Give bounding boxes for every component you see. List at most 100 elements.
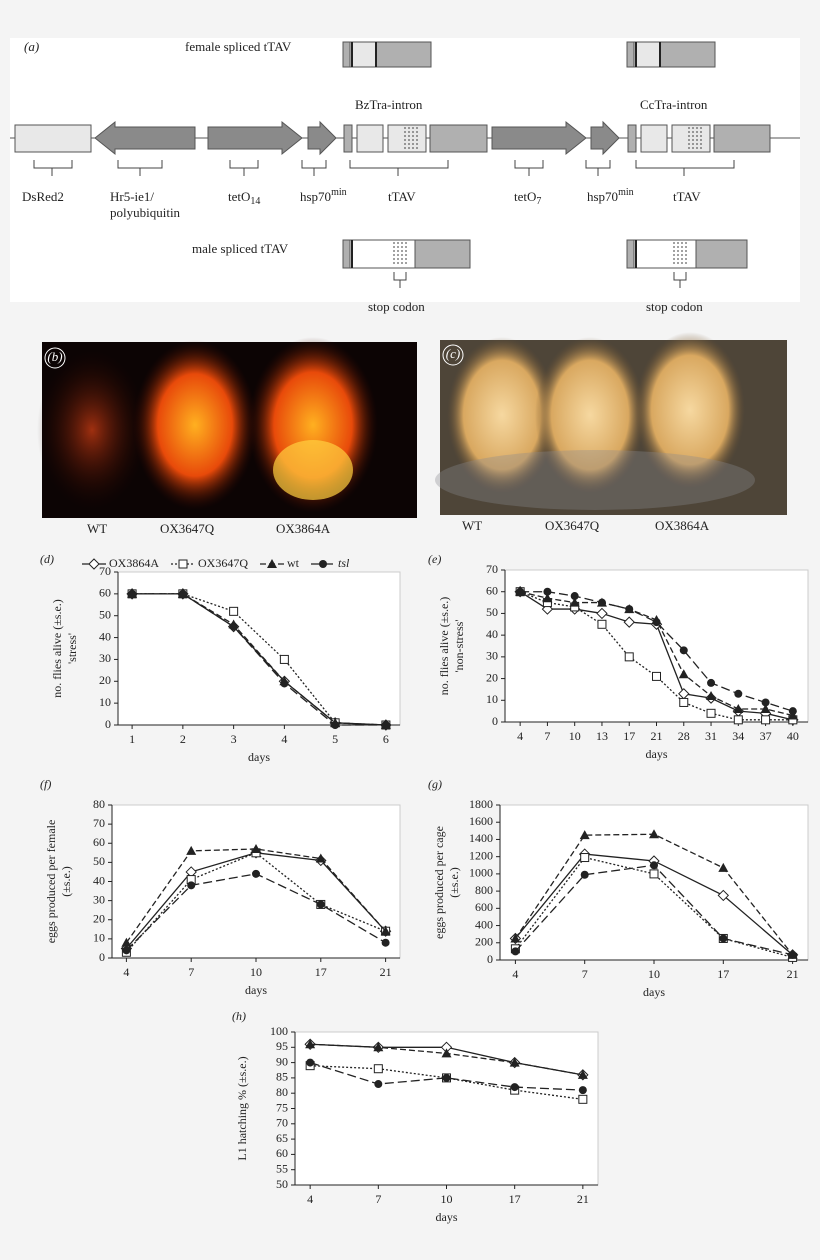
marker [229,606,239,616]
male-spliced-label: male spliced tTAV [192,241,289,256]
x-tick-label: 17 [623,729,635,743]
y-tick-label: 30 [99,651,111,665]
y-tick-label: 50 [93,854,105,868]
y-tick-label: 50 [276,1177,288,1191]
x-tick-label: 31 [705,729,717,743]
x-tick-label: 21 [787,967,799,981]
x-tick-label: 1 [129,732,135,746]
legend-label: OX3864A [109,556,159,570]
x-tick-label: 4 [512,967,518,981]
x-tick-label: 21 [651,729,663,743]
marker [678,669,689,679]
marker [128,589,137,598]
series-line [132,593,386,726]
plot-frame [294,1031,599,1186]
marker [279,654,289,664]
y-tick-label: 100 [270,1024,288,1038]
series-line [132,593,386,726]
y-tick-label: 70 [276,1116,288,1130]
chart: (g) 0 200 400 600 800 1000 1200 1400 1600 1800 4 7 10… [428,777,809,999]
male-transcript [342,239,748,288]
marker [649,869,659,879]
marker [650,861,658,870]
plot-frame [499,804,809,961]
marker [624,652,634,662]
marker [706,708,716,718]
marker [707,678,716,687]
marker [442,1073,451,1082]
y-tick-label: 70 [99,564,111,578]
x-tick-label: 17 [315,965,327,979]
marker [623,616,635,628]
y-tick-label: 75 [276,1100,288,1114]
y-tick-label: 1600 [469,814,493,828]
chart: (f) 0 10 20 30 40 50 60 70 80 4 7 10 17 21 days eggs pro… [40,777,401,997]
marker [186,845,197,855]
x-axis-label: days [436,1210,458,1224]
marker [178,589,187,598]
chart: (e) 0 10 20 30 40 50 60 70 4 7 10 13 17 21 28 31 34 37 40 da… [428,552,809,761]
stop-codon-label: stop codon [646,299,703,314]
x-tick-label: 4 [123,965,129,979]
y-tick-label: 600 [475,900,493,914]
x-tick-label: 37 [760,729,772,743]
y-tick-label: 0 [492,714,498,728]
marker [315,853,326,863]
y-tick-label: 30 [486,649,498,663]
marker [580,853,590,863]
marker [280,679,289,688]
x-tick-label: 34 [732,729,744,743]
series-line [132,593,386,726]
braces [33,160,735,176]
legend-marker [267,559,277,568]
marker [649,829,659,839]
photo-caption: WT [87,521,107,536]
x-tick-label: 4 [517,729,523,743]
x-tick-label: 6 [383,732,389,746]
y-tick-label: 0 [99,950,105,964]
marker [733,715,743,725]
x-tick-label: 4 [307,1192,313,1206]
construct-diagram: (a) female spliced tTAV BzTra-intron CcT… [10,39,800,314]
marker [734,689,743,698]
photo-c: (c) [435,332,787,515]
x-tick-label: 3 [231,732,237,746]
legend-label: wt [287,556,300,570]
y-tick-label: 20 [99,673,111,687]
x-tick-label: 40 [787,729,799,743]
y-tick-label: 10 [99,695,111,709]
x-axis-label: days [646,747,668,761]
marker [577,1069,588,1079]
part-label: tTAV [673,189,701,204]
marker [761,715,771,725]
x-tick-label: 10 [250,965,262,979]
x-axis-label: days [245,983,267,997]
y-tick-label: 400 [475,917,493,931]
y-tick-label: 70 [93,816,105,830]
y-axis-label: no. flies alive (±s.e.) [50,599,64,698]
female-spliced-label: female spliced tTAV [185,39,292,54]
y-tick-label: 1800 [469,797,493,811]
x-tick-label: 21 [577,1192,589,1206]
y-tick-label: 40 [93,873,105,887]
marker [381,721,390,729]
marker [719,934,728,943]
legend-label: tsl [338,556,350,570]
part-label: tetO7 [514,189,541,207]
marker [788,950,797,959]
legend-marker [178,559,188,569]
photo-b: (b) [37,337,417,518]
part-label: tetO14 [228,189,260,207]
panel-label: (c) [446,346,460,361]
photo-caption: OX3647Q [545,518,600,533]
marker [187,881,196,890]
legend-marker [319,560,327,568]
marker [760,703,771,713]
marker [380,926,391,936]
panel-label: (h) [232,1009,246,1023]
y-tick-label: 40 [99,629,111,643]
y-tick-label: 800 [475,883,493,897]
marker [252,869,260,878]
x-tick-label: 10 [569,729,581,743]
y-axis-label: (±s.e.) [447,867,461,898]
